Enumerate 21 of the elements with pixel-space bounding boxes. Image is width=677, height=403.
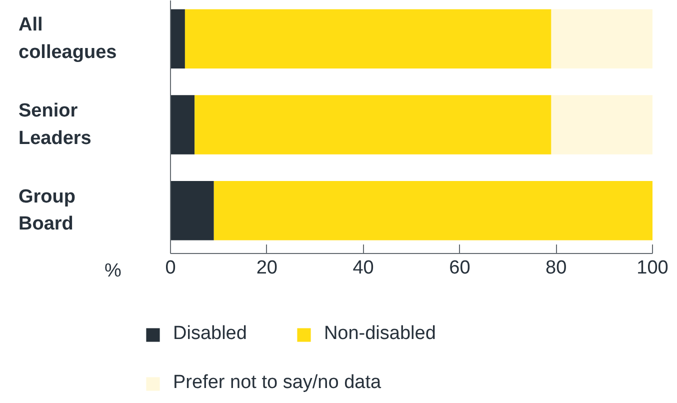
bar	[214, 180, 652, 240]
bar	[170, 9, 185, 68]
legend-label: Disabled	[173, 323, 247, 345]
bar	[551, 95, 652, 154]
bar	[551, 9, 652, 68]
x-tick-label: 40	[352, 258, 374, 278]
x-tick-label: 0	[165, 258, 176, 278]
legend-label: Non-disabled	[324, 323, 436, 345]
x-axis-title: %	[104, 260, 122, 282]
bar	[184, 9, 552, 68]
x-tick-label: 80	[546, 258, 567, 278]
y-tick-label: All colleagues	[18, 14, 117, 63]
y-tick-label: Group Board	[18, 186, 76, 235]
x-tick-label: 60	[449, 258, 470, 278]
bar	[194, 95, 552, 154]
bar	[170, 180, 214, 240]
x-tick-label: 20	[256, 258, 278, 278]
legend-label: Prefer not to say/no data	[173, 372, 382, 394]
bar	[170, 95, 195, 154]
y-tick-label: Senior Leaders	[18, 100, 92, 149]
x-tick-label: 100	[636, 258, 668, 278]
